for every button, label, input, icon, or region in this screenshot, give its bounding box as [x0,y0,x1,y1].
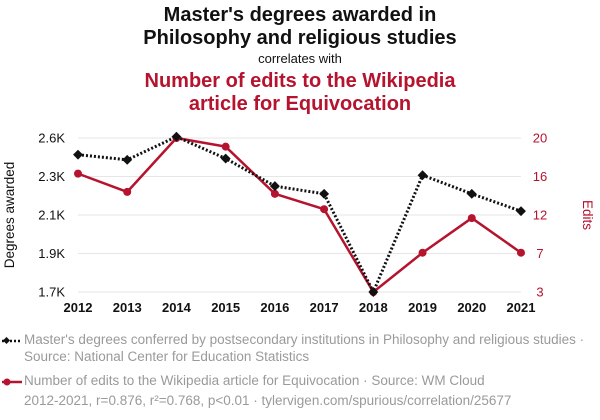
x-tick-label: 2019 [408,300,437,315]
x-tick-label: 2020 [457,300,486,315]
y-right-tick-label: 16 [533,169,547,184]
y-left-axis-title: Degrees awarded [2,162,17,269]
series1-point [221,154,231,164]
series1-point [73,150,83,160]
y-right-axis-title: Edits [580,200,595,230]
x-tick-label: 2014 [162,300,192,315]
series2-point [222,143,230,151]
y-right-tick-label: 12 [533,208,547,223]
x-tick-label: 2017 [310,300,339,315]
x-tick-label: 2015 [211,300,240,315]
series2-point [419,249,427,257]
series2-point [74,170,82,178]
y-right-tick-label: 3 [536,285,543,300]
legend-marker-dotted-diamond [2,337,22,345]
y-right-tick-label: 20 [533,131,547,146]
series2-point [320,205,328,213]
x-tick-label: 2012 [64,300,93,315]
series1-line [78,137,521,292]
correlates-with-label: correlates with [0,51,600,66]
x-tick-label: 2018 [359,300,388,315]
y-left-tick-label: 2.6K [38,131,65,146]
series2-point [517,249,525,257]
y-left-tick-label: 1.7K [38,285,65,300]
series1-point [122,155,132,165]
series2-point [468,214,476,222]
x-tick-label: 2021 [507,300,536,315]
series1-point [319,189,329,199]
y-left-tick-label: 1.9K [38,246,65,261]
x-tick-label: 2016 [260,300,289,315]
y-right-tick-label: 7 [536,246,543,261]
x-tick-label: 2013 [113,300,142,315]
legend-label-series1: Master's degrees conferred by postsecond… [24,331,598,365]
footer-stats: 2012-2021, r=0.876, r²=0.768, p<0.01 · t… [24,393,511,408]
chart-title2-line2: article for Equivocation [0,93,600,116]
chart-title2-line1: Number of edits to the Wikipedia [0,70,600,93]
legend-marker-solid-circle [2,378,22,386]
y-left-tick-label: 2.3K [38,169,65,184]
y-left-tick-label: 2.1K [38,208,65,223]
chart-title-line2: Philosophy and religious studies [0,27,600,50]
chart-title-line1: Master's degrees awarded in [0,4,600,27]
legend-label-series2: Number of edits to the Wikipedia article… [24,372,598,389]
line-chart: 1.7K 3 1.9K 7 2.1K 12 2.3K 16 2.6K 20 2012 2013 2014… [0,120,600,330]
series2-point [123,188,131,196]
series1-point [418,170,428,180]
series1-point [467,189,477,199]
